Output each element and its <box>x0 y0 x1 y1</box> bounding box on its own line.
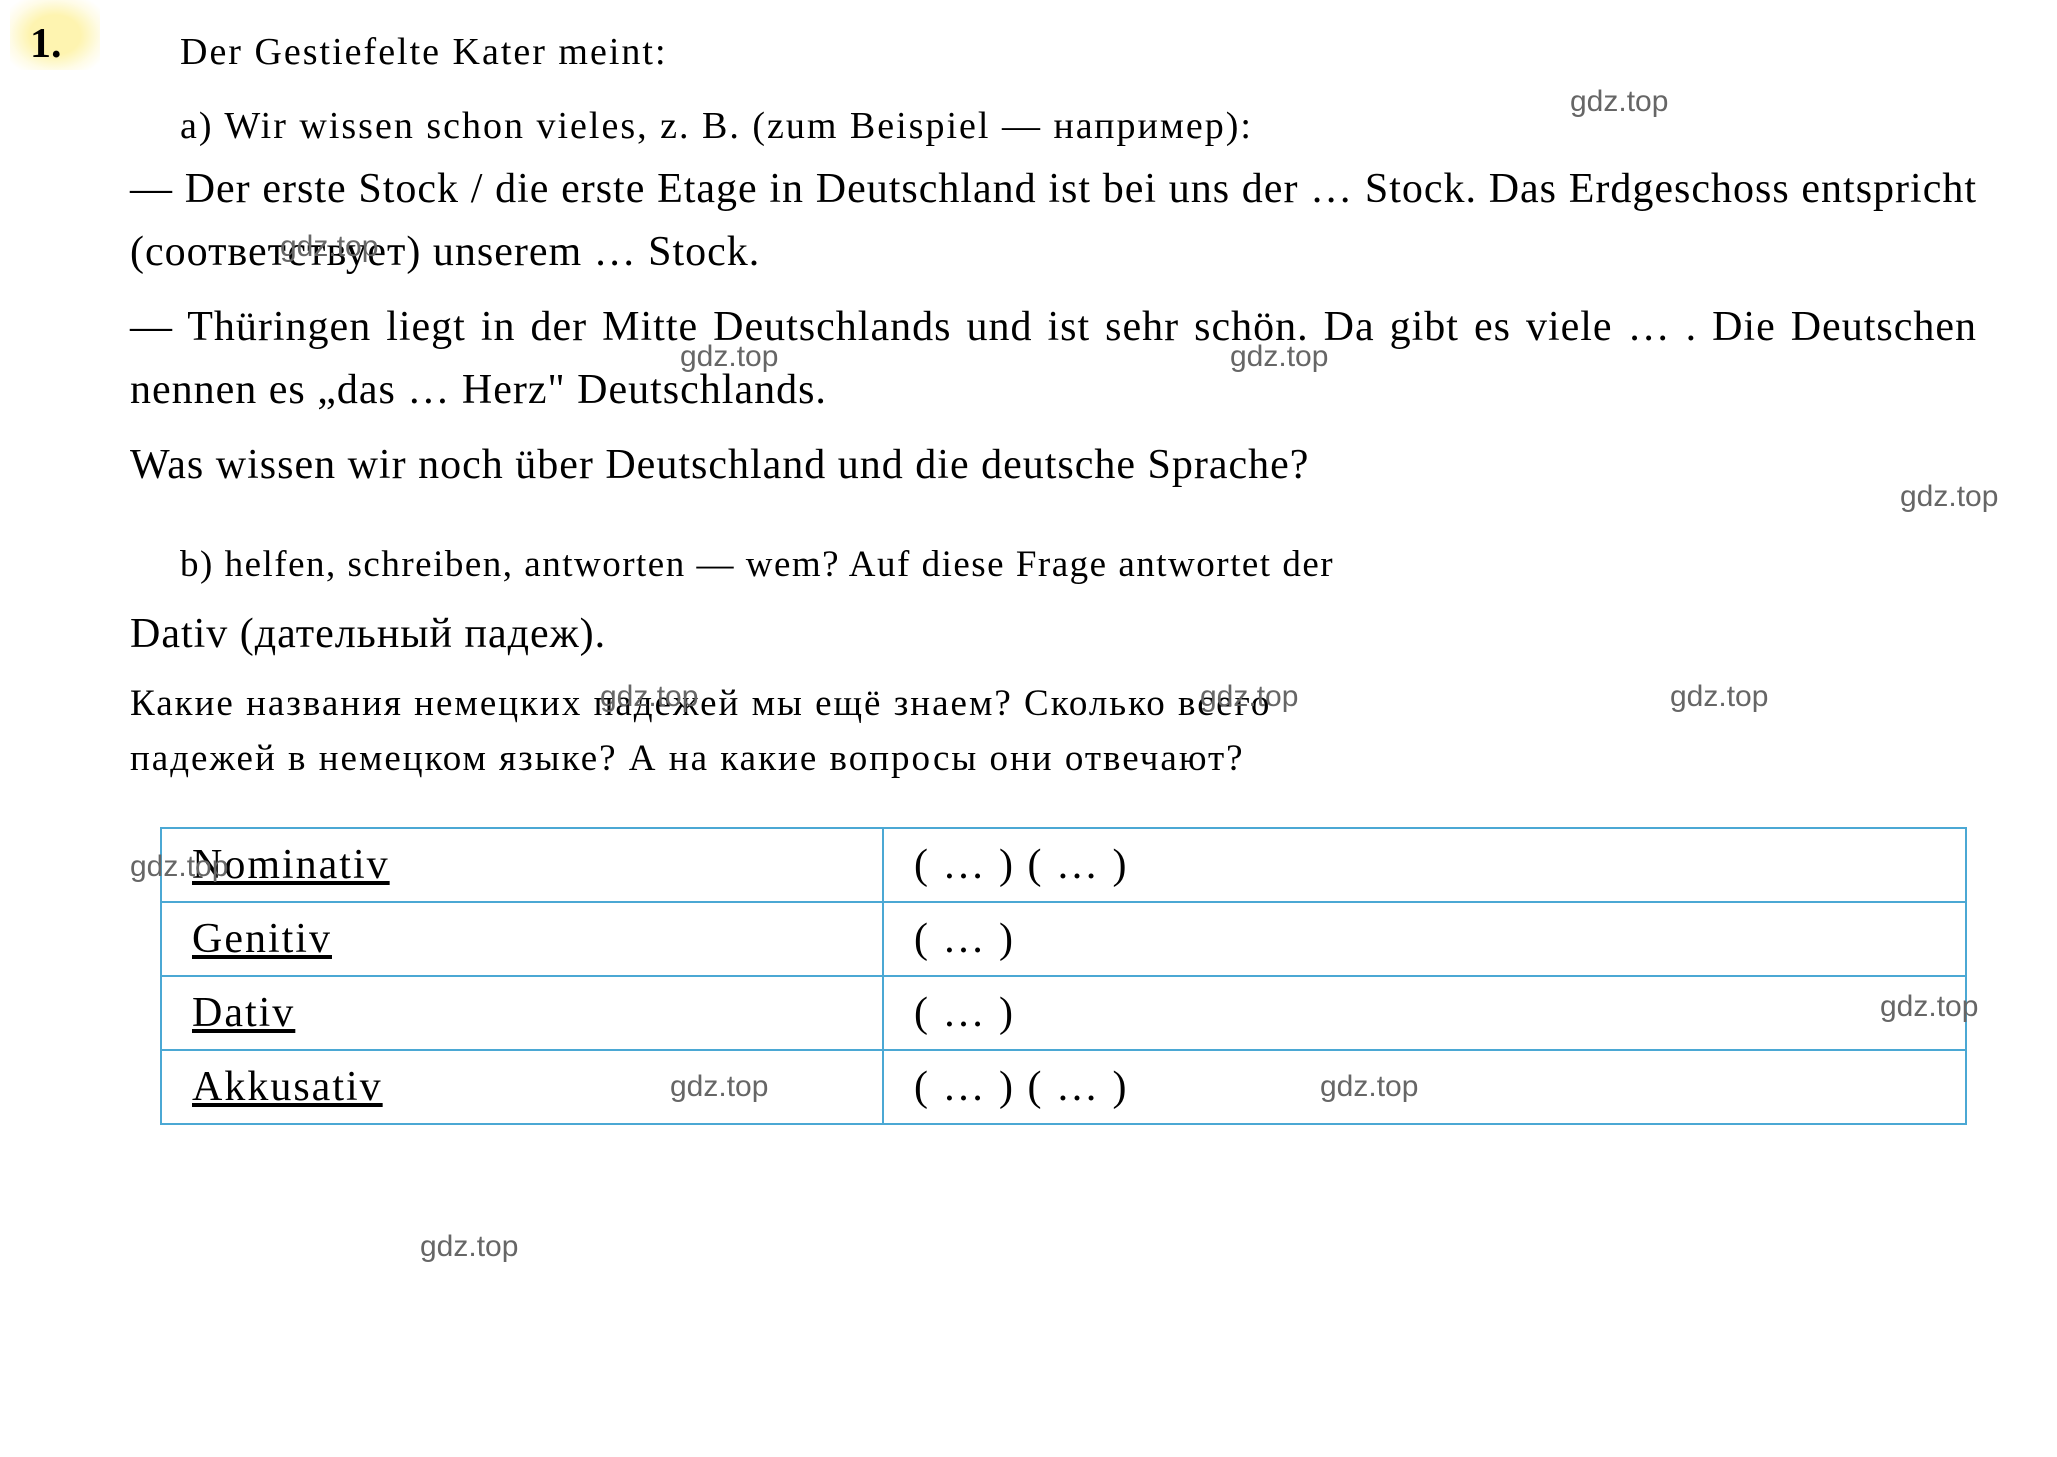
case-label: Akkusativ <box>192 1064 383 1110</box>
case-nominativ: Nominativ <box>161 828 883 902</box>
case-label: Genitiv <box>192 916 332 962</box>
part-b-line1: b) helfen, schreiben, antworten — wem? A… <box>180 544 1334 585</box>
intro-text: Der Gestiefelte Kater meint: <box>180 30 2007 74</box>
table-row: Nominativ ( … ) ( … ) <box>161 828 1966 902</box>
body-text: — Der erste Stock / die erste Etage in D… <box>130 158 1977 497</box>
part-a-label: a) Wir wissen schon vieles, z. B. (zum B… <box>180 104 2007 148</box>
exercise-number: 1. <box>30 20 62 68</box>
table-row: Akkusativ ( … ) ( … ) <box>161 1050 1966 1124</box>
russian-questions: Какие названия немецких падежей мы ещё з… <box>130 676 1977 787</box>
russian-line2: падежей в немецком языке? А на какие воп… <box>130 731 1977 787</box>
russian-line1: Какие названия немецких падежей мы ещё з… <box>130 676 1977 732</box>
part-b-text: b) helfen, schreiben, antworten — wem? A… <box>180 537 2007 593</box>
watermark: gdz.top <box>420 1230 518 1264</box>
case-label: Nominativ <box>192 842 390 888</box>
case-dativ: Dativ <box>161 976 883 1050</box>
case-genitiv: Genitiv <box>161 902 883 976</box>
case-questions: ( … ) ( … ) <box>883 828 1966 902</box>
paragraph-3: Was wissen wir noch über Deutschland und… <box>130 434 1977 497</box>
paragraph-1: — Der erste Stock / die erste Etage in D… <box>130 158 1977 284</box>
case-questions: ( … ) <box>883 976 1966 1050</box>
case-questions: ( … ) <box>883 902 1966 976</box>
case-questions: ( … ) ( … ) <box>883 1050 1966 1124</box>
case-label: Dativ <box>192 990 295 1036</box>
table-row: Dativ ( … ) <box>161 976 1966 1050</box>
table-row: Genitiv ( … ) <box>161 902 1966 976</box>
paragraph-2: — Thüringen liegt in der Mitte Deutschla… <box>130 296 1977 422</box>
cases-table: Nominativ ( … ) ( … ) Genitiv ( … ) Dati… <box>160 827 1967 1125</box>
part-b-line2: Dativ (дательный падеж). <box>130 611 606 657</box>
exercise-container: 1. Der Gestiefelte Kater meint: a) Wir w… <box>50 30 2007 1125</box>
case-akkusativ: Akkusativ <box>161 1050 883 1124</box>
part-b-continuation: Dativ (дательный падеж). <box>130 603 1977 666</box>
